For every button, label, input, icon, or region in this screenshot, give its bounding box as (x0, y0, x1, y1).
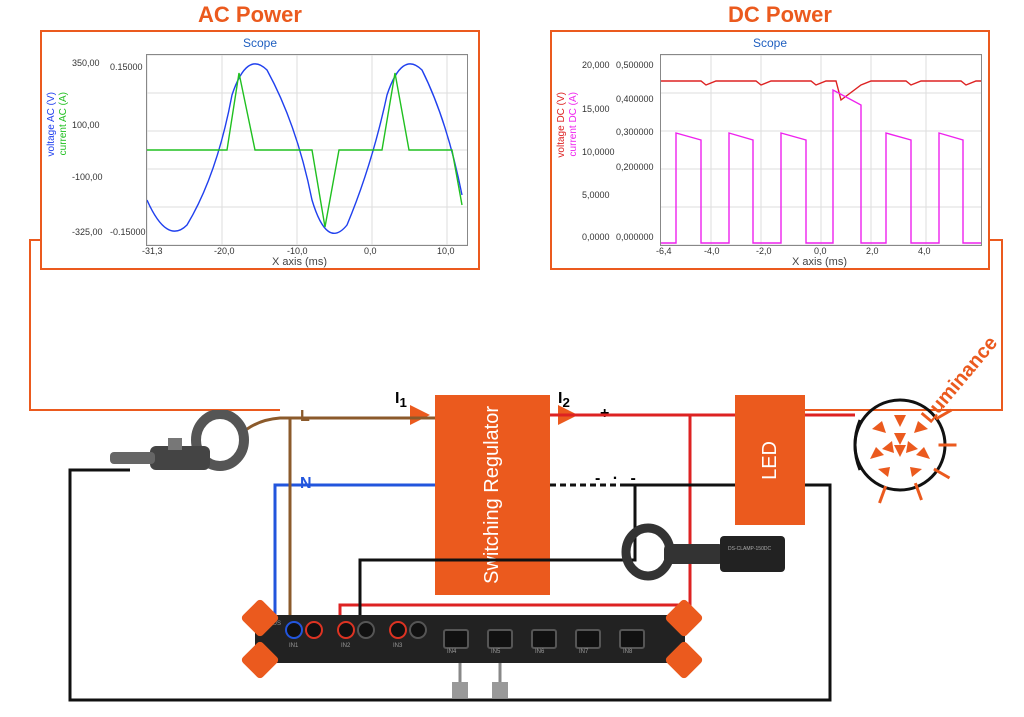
daq-port-label: IN7 (579, 649, 588, 655)
dc-plot-svg (661, 55, 981, 245)
power-diagram: AC Power DC Power Scope voltage AC (V) c… (0, 0, 1024, 717)
daq-port-label: IN5 (491, 649, 500, 655)
daq-dsub (487, 629, 513, 649)
dc-y2-tick: 0,200000 (616, 162, 654, 172)
led-block: LED (735, 395, 805, 525)
label-plus: + (600, 405, 609, 423)
connector-box (492, 682, 508, 698)
dc-y2-tick: 0,300000 (616, 127, 654, 137)
ac-y1-label: voltage AC (V) (46, 92, 57, 156)
dc-y2-tick: 0,000000 (616, 232, 654, 242)
daq-dsub (531, 629, 557, 649)
ac-voltage-trace (147, 64, 462, 233)
ac-chart: Scope voltage AC (V) current AC (A) -325… (40, 30, 480, 270)
connector-box (452, 682, 468, 698)
ac-chart-title: AC Power (150, 2, 350, 28)
dc-x-tick: 2,0 (866, 246, 879, 256)
dc-x-tick: -4,0 (704, 246, 720, 256)
label-I1: I1 (395, 390, 407, 410)
current-clamp-1 (110, 410, 250, 490)
daq-port-label: IN3 (393, 643, 402, 649)
ac-y2-tick: -0.15000 (110, 227, 146, 237)
daq-port (285, 621, 303, 639)
led-label: LED (759, 441, 782, 480)
ac-y1-tick: -100,00 (72, 172, 103, 182)
svg-text:DS-CLAMP-150DC: DS-CLAMP-150DC (728, 546, 771, 552)
ac-scope-label: Scope (42, 32, 478, 50)
luminance-label: Luminance (917, 332, 1002, 428)
ac-y2-label: current AC (A) (58, 92, 69, 155)
label-minus: - · - (595, 470, 640, 488)
dc-x-tick: -6,4 (656, 246, 672, 256)
wire-label-L: L (300, 408, 310, 426)
ac-y1-tick: 100,00 (72, 120, 100, 130)
ac-x-tick: 0,0 (364, 246, 377, 256)
daq-port (389, 621, 407, 639)
dc-y2-tick: 0,500000 (616, 60, 654, 70)
dc-y1-tick: 10,0000 (582, 147, 615, 157)
dc-y1-label: voltage DC (V) (556, 92, 567, 158)
ac-plot-area (146, 54, 468, 246)
daq-dsub (443, 629, 469, 649)
dc-y2-label: current DC (A) (568, 92, 579, 156)
dc-plot-area (660, 54, 982, 246)
daq-port-label: IN6 (535, 649, 544, 655)
dc-chart: Scope voltage DC (V) current DC (A) 0,00… (550, 30, 990, 270)
dc-y1-tick: 0,0000 (582, 232, 610, 242)
ac-plot-svg (147, 55, 467, 245)
dc-chart-title: DC Power (680, 2, 880, 28)
ac-y1-tick: 350,00 (72, 58, 100, 68)
ac-x-tick: -20,0 (214, 246, 235, 256)
daq-port (409, 621, 427, 639)
daq-port-label: IN8 (623, 649, 632, 655)
ac-current-trace (147, 73, 462, 227)
daq-instrument: SIRIUS IN1 IN2 IN3 IN4 IN5 IN6 IN7 IN8 (255, 615, 685, 663)
dc-x-tick: -2,0 (756, 246, 772, 256)
ac-x-label: X axis (ms) (272, 256, 327, 268)
wire-label-N: N (300, 475, 312, 493)
daq-dsub (575, 629, 601, 649)
current-clamp-2: DS-CLAMP-150DC (620, 520, 790, 590)
dc-y1-tick: 15,000 (582, 104, 610, 114)
daq-port-label: IN4 (447, 649, 456, 655)
dc-y2-tick: 0,400000 (616, 94, 654, 104)
dc-x-tick: 0,0 (814, 246, 827, 256)
dc-y1-tick: 20,000 (582, 60, 610, 70)
regulator-label: Switching Regulator (481, 406, 504, 584)
daq-port (357, 621, 375, 639)
daq-dsub (619, 629, 645, 649)
bulb-ray (939, 444, 957, 447)
dc-scope-label: Scope (552, 32, 988, 50)
ac-x-tick: -31,3 (142, 246, 163, 256)
daq-port-label: IN1 (289, 643, 298, 649)
daq-port (305, 621, 323, 639)
switching-regulator-block: Switching Regulator (435, 395, 550, 595)
dc-y1-tick: 5,0000 (582, 190, 610, 200)
ac-y2-tick: 0.15000 (110, 62, 143, 72)
ac-y1-tick: -325,00 (72, 227, 103, 237)
ac-x-tick: 10,0 (437, 246, 455, 256)
dc-x-label: X axis (ms) (792, 256, 847, 268)
label-I2: I2 (558, 390, 570, 410)
ac-x-tick: -10,0 (287, 246, 308, 256)
dc-x-tick: 4,0 (918, 246, 931, 256)
daq-port-label: IN2 (341, 643, 350, 649)
daq-port (337, 621, 355, 639)
